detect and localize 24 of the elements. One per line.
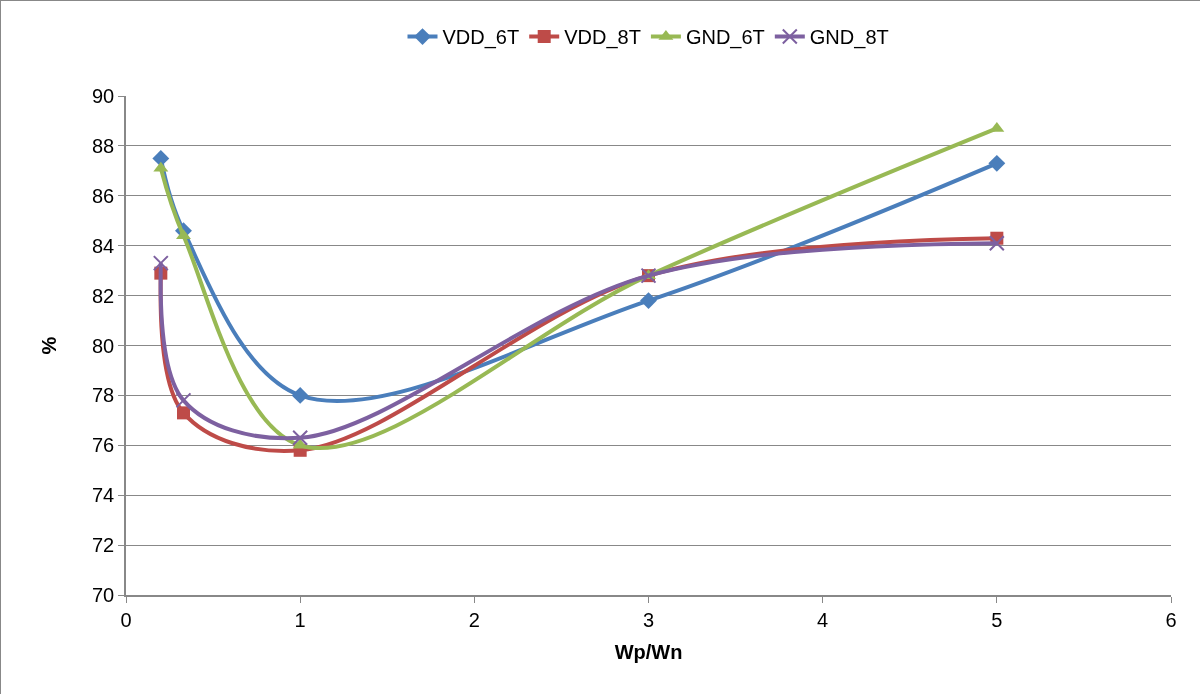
x-tick-label: 6	[1165, 608, 1177, 631]
y-tick-label: 86	[92, 184, 115, 207]
legend-label: VDD_6T	[442, 26, 520, 50]
y-tick-label: 72	[92, 534, 115, 557]
x-tick-label: 4	[817, 608, 829, 631]
y-tick-label: 80	[92, 334, 115, 357]
legend-label: GND_8T	[809, 26, 889, 50]
y-tick-label: 70	[92, 584, 115, 606]
x-tick-label: 2	[468, 608, 480, 631]
legend-label: GND_6T	[685, 26, 765, 50]
x-axis-title: Wp/Wn	[614, 640, 683, 663]
x-tick-label: 5	[991, 608, 1003, 631]
x-tick-label: 3	[642, 608, 655, 631]
y-tick-label: 88	[92, 134, 115, 157]
y-tick-label: 84	[92, 234, 115, 257]
y-tick-label: 74	[92, 484, 115, 507]
y-tick-label: 82	[92, 284, 115, 307]
legend-label: VDD_8T	[564, 26, 641, 50]
x-tick-label: 1	[294, 608, 306, 631]
y-tick-label: 78	[92, 384, 115, 407]
y-tick-label: 76	[92, 434, 115, 457]
x-tick-label: 0	[120, 608, 132, 631]
y-tick-label: 90	[92, 85, 115, 107]
y-axis-title: %	[38, 336, 60, 355]
